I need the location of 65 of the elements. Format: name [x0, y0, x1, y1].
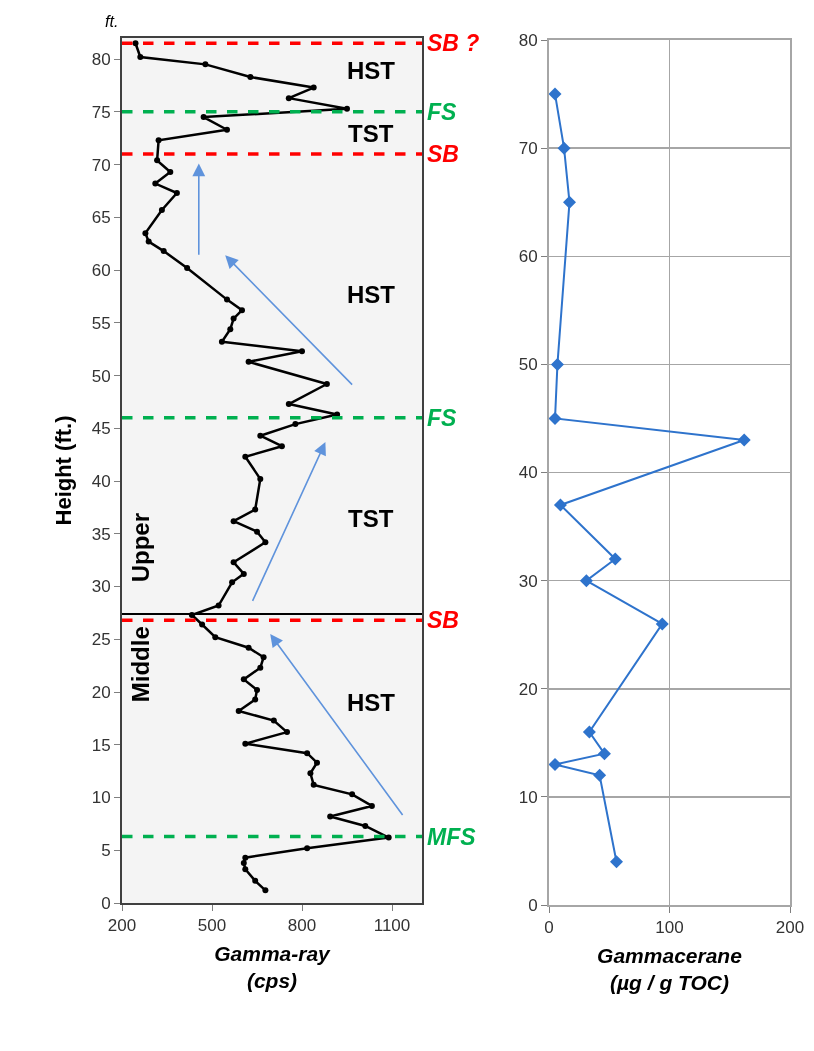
ref-line-label: MFS	[427, 824, 477, 850]
x-tick-label: 800	[287, 916, 317, 936]
ref-line-label: SB	[427, 607, 459, 633]
y-axis-title: Height (ft.)	[50, 415, 76, 526]
ref-line-label: FS	[427, 99, 458, 125]
y-tick-label: 80	[518, 30, 538, 50]
y-tick-label: 65	[91, 208, 111, 228]
annotation: Upper	[126, 513, 154, 583]
y-tick-label: 25	[91, 630, 111, 650]
y-tick-label: 60	[518, 247, 538, 267]
x-tick-label: 500	[197, 916, 227, 936]
y-tick-label: 30	[518, 571, 538, 591]
x-tick-label: 0	[544, 918, 554, 938]
point	[582, 725, 596, 739]
x-tick-label: 1100	[373, 916, 411, 936]
y-tick-label: 20	[518, 679, 538, 699]
text: ft.	[105, 13, 119, 30]
y-tick-label: 50	[91, 366, 111, 386]
y-tick-label: 75	[91, 102, 111, 122]
y-tick-label: 70	[518, 139, 538, 159]
point	[548, 411, 562, 425]
x-tick-label: 200	[775, 918, 805, 938]
annotation: Middle	[126, 626, 154, 703]
ref-line-label: SB	[427, 141, 459, 167]
y-tick-label: 10	[518, 787, 538, 807]
y-tick-label: 15	[91, 735, 111, 755]
y-tick-label: 35	[91, 524, 111, 544]
y-tick-label: 55	[91, 313, 111, 333]
point	[597, 747, 611, 761]
x-tick-label: 100	[655, 918, 684, 938]
y-tick-label: 45	[91, 419, 111, 439]
y-tick-label: 0	[528, 895, 538, 915]
point	[562, 195, 576, 209]
point	[579, 574, 593, 588]
y-tick-label: 60	[91, 261, 111, 281]
annotation: HST	[347, 57, 396, 84]
point	[609, 855, 623, 869]
point	[550, 357, 564, 371]
y-tick-label: 5	[101, 841, 111, 861]
point	[655, 617, 669, 631]
ref-line-label: SB ?	[427, 30, 480, 56]
x-axis-title: Gamma-ray (cps)	[214, 942, 332, 993]
y-tick-label: 0	[101, 893, 111, 913]
point	[608, 552, 622, 566]
annotation: TST	[348, 505, 394, 532]
y-tick-label: 30	[91, 577, 111, 597]
y-tick-label: 40	[91, 472, 111, 491]
point	[737, 433, 751, 447]
annotation: HST	[347, 281, 396, 308]
y-tick-label: 80	[91, 50, 111, 70]
point	[548, 757, 562, 771]
annotation: HST	[347, 689, 396, 716]
point	[548, 87, 562, 101]
x-axis-title: Gammacerane (µg / g TOC)	[597, 944, 743, 995]
y-tick-label: 10	[91, 788, 111, 808]
y-tick-label: 50	[518, 355, 538, 375]
y-tick-label: 20	[91, 682, 111, 702]
x-tick-label: 200	[107, 916, 137, 936]
y-tick-label: 40	[518, 463, 538, 483]
ref-line-label: FS	[427, 405, 458, 431]
annotation: TST	[348, 120, 394, 147]
y-tick-label: 70	[91, 155, 111, 175]
point	[557, 141, 571, 155]
point	[593, 768, 607, 782]
point	[553, 498, 567, 512]
